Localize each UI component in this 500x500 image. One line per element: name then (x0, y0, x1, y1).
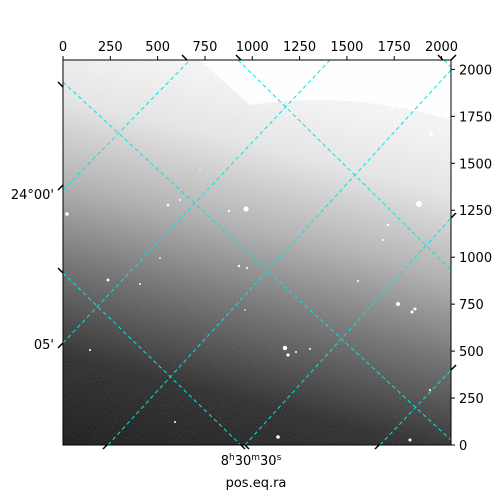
world-ticks (57, 54, 457, 450)
star (295, 351, 297, 353)
star (237, 264, 241, 268)
grid-line (63, 81, 451, 441)
right-tick-label: 0 (459, 439, 467, 454)
star (174, 421, 176, 423)
ra-seconds: 30 (260, 454, 277, 469)
star (382, 239, 384, 241)
star (139, 283, 141, 285)
sky-image (63, 60, 451, 445)
star (89, 349, 91, 351)
star (428, 131, 434, 137)
ra-hours: 8 (221, 454, 229, 469)
right-tick-label: 1000 (459, 251, 492, 266)
top-tick-label: 500 (145, 40, 170, 55)
right-tick-label: 1750 (459, 110, 492, 125)
right-tick-label: 2000 (459, 63, 492, 78)
star (65, 212, 69, 216)
ra-minutes: 30 (235, 454, 252, 469)
star (413, 307, 417, 311)
star (106, 278, 110, 282)
star (416, 201, 422, 207)
grid-line (244, 217, 451, 445)
star (408, 438, 412, 442)
right-tick-label: 750 (459, 298, 484, 313)
right-tick-label: 1250 (459, 204, 492, 219)
star (286, 353, 290, 357)
grid-line (63, 60, 191, 191)
star (396, 302, 400, 306)
star (159, 257, 161, 259)
star (309, 348, 311, 350)
star (244, 309, 246, 311)
star (166, 203, 170, 207)
top-tick-label: 1750 (378, 40, 411, 55)
dec-label-24-00: 24°00' (11, 188, 54, 203)
right-pixel-axis: 0 250 500 750 1000 1250 1500 1750 2000 (451, 63, 492, 454)
grid-line (237, 60, 451, 271)
top-tick-label: 1250 (283, 40, 316, 55)
right-tick-label: 250 (459, 392, 484, 407)
top-pixel-axis: 0 250 500 750 1000 1250 1500 1750 2000 (59, 40, 458, 60)
star (410, 310, 414, 314)
star (199, 169, 201, 171)
grid-line (107, 69, 451, 445)
star (276, 435, 280, 439)
dec-label-05: 05' (34, 338, 54, 353)
x-axis-title: pos.eq.ra (226, 476, 287, 491)
top-tick-label: 1000 (236, 40, 269, 55)
star (429, 389, 431, 391)
star (390, 106, 394, 110)
ra-seconds-unit: s (277, 453, 282, 463)
top-tick-label: 750 (193, 40, 218, 55)
ra-hours-unit: h (229, 453, 235, 463)
plot-frame (62, 59, 452, 446)
ra-tick-label: 8h30m30s (221, 453, 282, 469)
right-tick-label: 500 (459, 345, 484, 360)
star (386, 223, 390, 227)
grid-line (63, 272, 242, 445)
top-tick-label: 0 (59, 40, 67, 55)
top-tick-label: 2000 (425, 40, 458, 55)
star (243, 206, 249, 212)
star (227, 209, 231, 213)
coordinate-grid (63, 60, 451, 445)
star (282, 345, 288, 351)
top-tick-label: 1500 (330, 40, 363, 55)
star-field (65, 106, 434, 442)
right-tick-label: 1500 (459, 157, 492, 172)
grid-line (443, 60, 451, 68)
ra-minutes-unit: m (251, 453, 260, 463)
star (357, 280, 359, 282)
star (179, 199, 181, 201)
top-tick-label: 250 (98, 40, 123, 55)
star (246, 267, 248, 269)
